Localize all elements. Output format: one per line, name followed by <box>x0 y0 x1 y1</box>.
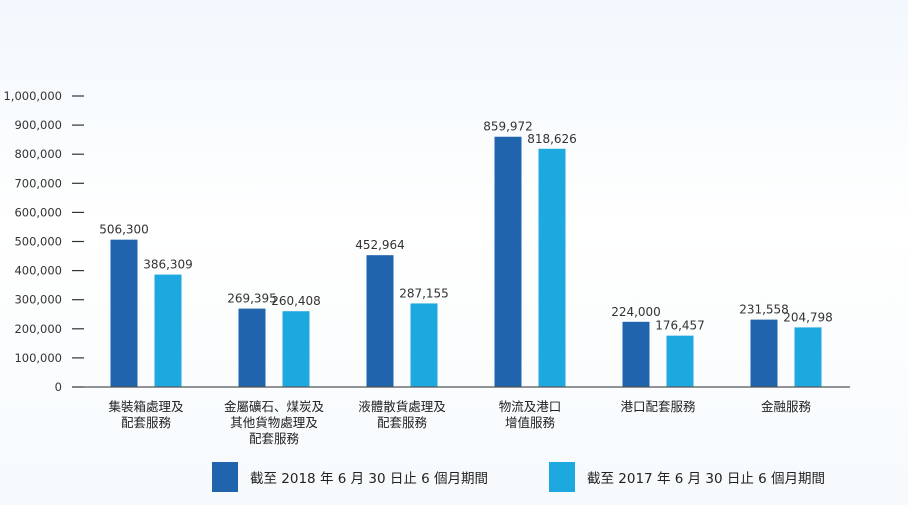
data-label: 231,558 <box>739 303 789 317</box>
bar-chart: 0 100,000 200,000 300,000 400,000 500,000 600,… <box>3 89 850 446</box>
category-label: 港口配套服務 <box>620 399 696 414</box>
legend-label-2017: 截至 2017 年 6 月 30 日止 6 個月期間 <box>587 471 826 487</box>
y-axis: 0 100,000 200,000 300,000 400,000 500,000 600,… <box>3 89 84 394</box>
legend-item-2018: 截至 2018 年 6 月 30 日止 6 個月期間 <box>212 462 488 492</box>
category-label: 配套服務 <box>249 431 300 446</box>
y-tick-label: 800,000 <box>14 147 62 161</box>
y-tick-label: 100,000 <box>14 351 62 365</box>
data-label: 818,626 <box>527 132 577 146</box>
category-label: 集裝箱處理及 <box>108 399 184 414</box>
y-tick-label: 900,000 <box>14 118 62 132</box>
data-label: 224,000 <box>611 305 661 319</box>
y-tick-label: 0 <box>55 380 62 394</box>
category-label: 配套服務 <box>377 415 428 430</box>
bar <box>154 274 182 387</box>
category-label: 物流及港口 <box>499 399 562 414</box>
bar <box>666 335 694 387</box>
legend-item-2017: 截至 2017 年 6 月 30 日止 6 個月期間 <box>549 462 825 492</box>
category-label: 金融服務 <box>761 399 812 414</box>
bar <box>110 239 138 387</box>
data-label: 506,300 <box>99 223 149 237</box>
bar <box>238 308 266 387</box>
category-label: 增值服務 <box>505 415 556 430</box>
bar <box>622 321 650 387</box>
data-label: 260,408 <box>271 294 321 308</box>
legend-label-2018: 截至 2018 年 6 月 30 日止 6 個月期間 <box>250 471 489 487</box>
data-label: 269,395 <box>227 292 277 306</box>
x-axis: 集裝箱處理及配套服務金屬礦石、煤炭及其他貨物處理及配套服務液體散貨處理及配套服務… <box>82 386 850 446</box>
category-label: 配套服務 <box>121 415 172 430</box>
legend-swatch-2017 <box>549 462 575 492</box>
data-label: 287,155 <box>399 286 449 300</box>
y-tick-label: 300,000 <box>14 293 62 307</box>
category-label: 金屬礦石、煤炭及 <box>224 399 325 414</box>
y-tick-label: 200,000 <box>14 322 62 336</box>
bar <box>750 319 778 387</box>
y-tick-label: 500,000 <box>14 235 62 249</box>
bar <box>794 327 822 387</box>
y-tick-label: 600,000 <box>14 205 62 219</box>
bar <box>538 148 566 387</box>
bar <box>494 136 522 387</box>
data-label: 386,309 <box>143 258 193 272</box>
data-label: 859,972 <box>483 120 533 134</box>
category-label: 其他貨物處理及 <box>230 415 318 430</box>
legend-swatch-2018 <box>212 462 238 492</box>
legend: 截至 2018 年 6 月 30 日止 6 個月期間 截至 2017 年 6 月… <box>0 462 908 498</box>
bar <box>366 255 394 387</box>
bars <box>110 136 822 387</box>
data-label: 204,798 <box>783 310 833 324</box>
y-tick-label: 1,000,000 <box>3 89 62 103</box>
data-label: 176,457 <box>655 319 705 333</box>
bar <box>410 303 438 387</box>
category-label: 液體散貨處理及 <box>358 399 446 414</box>
data-label: 452,964 <box>355 238 405 252</box>
bar <box>282 311 310 387</box>
y-tick-label: 400,000 <box>14 264 62 278</box>
y-tick-label: 700,000 <box>14 176 62 190</box>
